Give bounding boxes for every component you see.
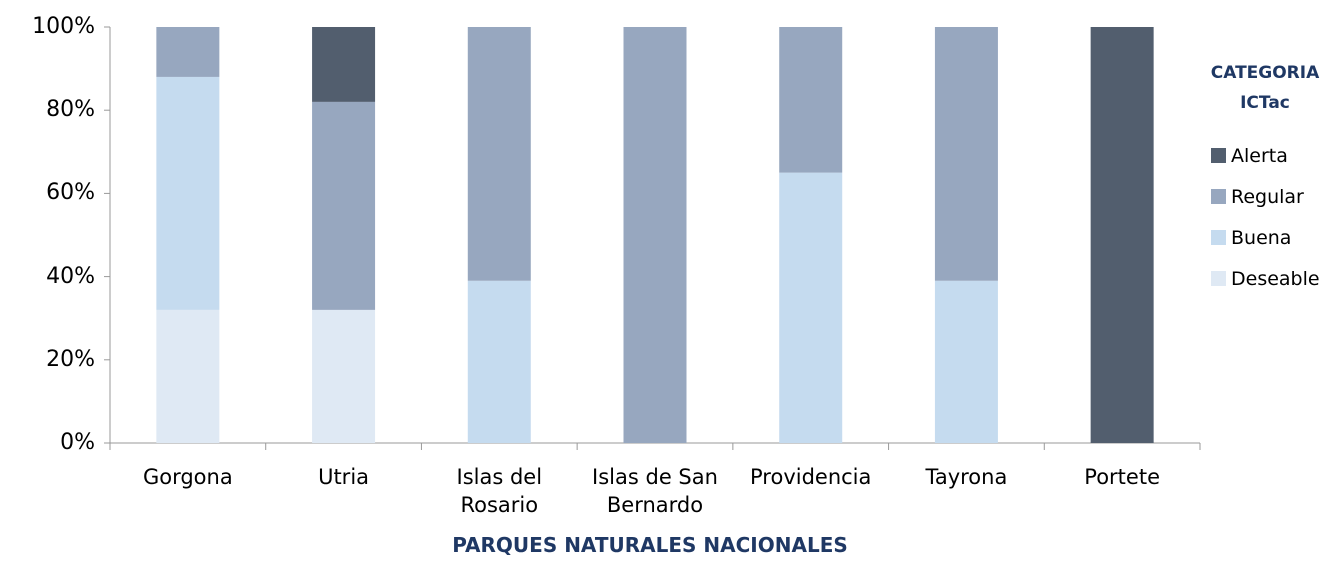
bar-segment	[312, 102, 375, 310]
legend-swatch	[1211, 189, 1226, 204]
bar-segment	[156, 310, 219, 443]
bar-segment	[779, 27, 842, 173]
bar-segment	[624, 27, 687, 443]
x-tick-label: Tayrona	[894, 463, 1038, 491]
bar-segment	[935, 27, 998, 281]
legend-label: Regular	[1231, 183, 1304, 211]
legend-swatch	[1211, 148, 1226, 163]
bar-segment	[312, 310, 375, 443]
y-tick-label: 40%	[15, 263, 95, 291]
legend-swatch	[1211, 230, 1226, 245]
legend-label: Alerta	[1231, 142, 1288, 170]
bar-segment	[779, 173, 842, 443]
bar-segment	[156, 27, 219, 77]
x-tick-label: Portete	[1050, 463, 1194, 491]
chart: PARQUES NATURALES NACIONALES CATEGORIA I…	[0, 0, 1338, 567]
legend-title: CATEGORIA ICTac	[1205, 58, 1325, 118]
y-tick-label: 20%	[15, 346, 95, 374]
legend-label: Buena	[1231, 224, 1291, 252]
x-tick-label: Gorgona	[116, 463, 260, 491]
bar-segment	[468, 281, 531, 443]
bar-segment	[156, 77, 219, 310]
y-tick-label: 100%	[15, 13, 95, 41]
bar-segment	[312, 27, 375, 102]
legend-label: Deseable	[1231, 265, 1320, 293]
x-tick-label: Providencia	[739, 463, 883, 491]
y-tick-label: 60%	[15, 179, 95, 207]
legend-swatch	[1211, 271, 1226, 286]
x-tick-label: Utria	[272, 463, 416, 491]
x-axis-title: PARQUES NATURALES NACIONALES	[350, 531, 950, 559]
bar-segment	[935, 281, 998, 443]
x-tick-label: Islas del Rosario	[427, 463, 571, 519]
bar-segment	[1091, 27, 1154, 443]
y-tick-label: 0%	[15, 429, 95, 457]
x-tick-label: Islas de San Bernardo	[583, 463, 727, 519]
y-tick-label: 80%	[15, 96, 95, 124]
bar-segment	[468, 27, 531, 281]
